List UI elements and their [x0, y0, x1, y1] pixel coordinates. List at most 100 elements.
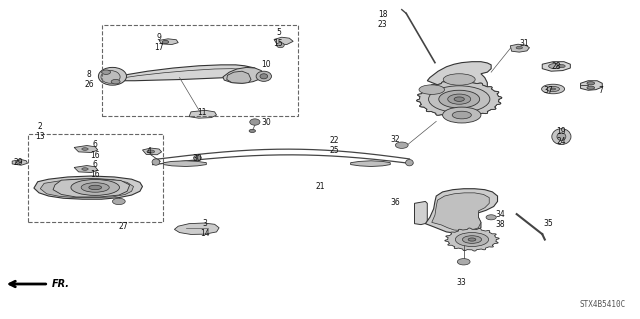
Text: 2
13: 2 13 [35, 122, 45, 141]
Ellipse shape [456, 233, 488, 247]
Ellipse shape [152, 159, 160, 165]
Polygon shape [428, 62, 491, 95]
Ellipse shape [550, 88, 556, 90]
Polygon shape [40, 179, 134, 197]
Text: FR.: FR. [52, 279, 70, 289]
Text: 29: 29 [14, 158, 24, 167]
Ellipse shape [99, 67, 127, 85]
Polygon shape [174, 223, 219, 234]
Ellipse shape [193, 155, 201, 160]
Text: 6
16: 6 16 [90, 160, 100, 179]
Polygon shape [74, 166, 98, 173]
Polygon shape [34, 176, 143, 199]
Ellipse shape [463, 236, 481, 243]
Polygon shape [432, 193, 489, 231]
Ellipse shape [587, 86, 595, 89]
Polygon shape [580, 81, 602, 90]
Ellipse shape [439, 90, 479, 108]
Polygon shape [74, 145, 98, 152]
Text: 6
16: 6 16 [90, 140, 100, 160]
Ellipse shape [256, 71, 271, 81]
Ellipse shape [81, 183, 109, 192]
Text: 8
26: 8 26 [84, 70, 93, 89]
Text: 30: 30 [262, 118, 271, 128]
Ellipse shape [111, 79, 120, 84]
Polygon shape [351, 161, 390, 167]
Ellipse shape [454, 97, 465, 101]
Polygon shape [53, 179, 130, 197]
Text: 35: 35 [544, 219, 554, 228]
Text: 5
15: 5 15 [274, 28, 284, 48]
Polygon shape [227, 71, 251, 83]
Polygon shape [417, 80, 502, 118]
Polygon shape [426, 189, 497, 233]
Ellipse shape [458, 259, 470, 265]
Ellipse shape [557, 64, 565, 68]
Ellipse shape [587, 82, 595, 85]
Ellipse shape [429, 86, 490, 113]
Text: 32: 32 [390, 135, 400, 144]
Ellipse shape [541, 84, 564, 94]
Polygon shape [274, 37, 293, 45]
Ellipse shape [147, 150, 155, 153]
Polygon shape [12, 160, 28, 165]
Bar [28, 134, 163, 222]
Polygon shape [510, 44, 529, 52]
Polygon shape [111, 65, 255, 81]
Text: 22
25: 22 25 [329, 136, 339, 155]
Polygon shape [445, 228, 499, 251]
Ellipse shape [552, 129, 571, 145]
Polygon shape [143, 148, 162, 155]
Text: 27: 27 [118, 222, 128, 231]
Ellipse shape [468, 238, 476, 241]
Ellipse shape [102, 70, 111, 74]
Text: 30: 30 [193, 154, 202, 163]
Text: 36: 36 [390, 198, 400, 207]
Text: 3
14: 3 14 [200, 219, 210, 238]
Text: STX4B5410C: STX4B5410C [579, 300, 625, 309]
Text: 33: 33 [457, 278, 467, 287]
Polygon shape [415, 201, 428, 225]
Text: 10: 10 [261, 60, 271, 69]
Ellipse shape [548, 63, 561, 69]
Text: 21: 21 [316, 182, 324, 191]
Ellipse shape [276, 43, 284, 48]
Ellipse shape [250, 119, 260, 125]
Ellipse shape [163, 41, 169, 44]
Ellipse shape [557, 133, 566, 140]
Text: 18
23: 18 23 [378, 10, 387, 29]
Polygon shape [159, 39, 178, 45]
Ellipse shape [516, 47, 522, 49]
Ellipse shape [406, 160, 413, 166]
Text: 7: 7 [598, 86, 604, 95]
Ellipse shape [15, 161, 22, 163]
Text: 28: 28 [552, 62, 561, 71]
Ellipse shape [486, 215, 496, 220]
Text: 11: 11 [197, 108, 207, 117]
Ellipse shape [71, 180, 120, 196]
Ellipse shape [82, 148, 88, 150]
Ellipse shape [452, 111, 471, 119]
Polygon shape [542, 62, 570, 71]
Text: 31: 31 [520, 39, 529, 48]
Polygon shape [164, 161, 206, 167]
Ellipse shape [547, 86, 559, 92]
Text: 4: 4 [147, 147, 151, 156]
Ellipse shape [82, 168, 88, 170]
Ellipse shape [249, 129, 255, 132]
Ellipse shape [101, 70, 120, 83]
Ellipse shape [260, 74, 268, 79]
Text: 34
38: 34 38 [495, 210, 505, 229]
Text: 19
24: 19 24 [557, 127, 566, 146]
Ellipse shape [113, 198, 125, 204]
Polygon shape [223, 67, 264, 83]
Polygon shape [189, 110, 216, 118]
Ellipse shape [448, 94, 470, 104]
Bar [102, 25, 298, 116]
Ellipse shape [444, 74, 475, 85]
Ellipse shape [396, 142, 408, 148]
Ellipse shape [419, 85, 445, 94]
Text: 37: 37 [544, 86, 554, 95]
Text: 9
17: 9 17 [154, 33, 164, 52]
Ellipse shape [443, 107, 481, 123]
